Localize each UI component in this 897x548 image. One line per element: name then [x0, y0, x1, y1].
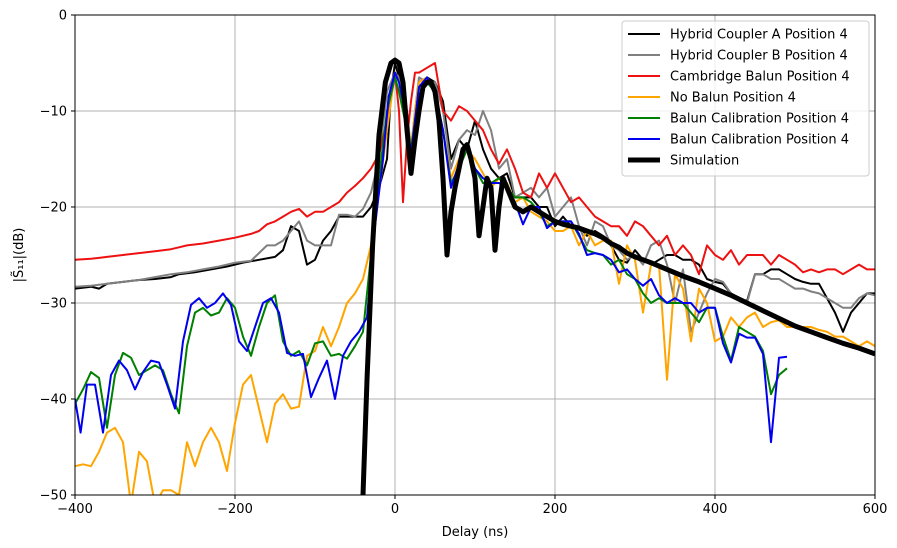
x-tick-label: 400	[703, 502, 728, 517]
legend-entry: Balun Calibration Position 4	[670, 112, 849, 127]
y-tick-label: −50	[40, 489, 67, 504]
legend-entry: Simulation	[670, 154, 739, 169]
y-tick-label: −10	[40, 105, 67, 120]
x-axis-label: Delay (ns)	[442, 525, 509, 540]
series-layer	[75, 57, 875, 495]
y-axis-label: |S̃₁₁|(dB)	[12, 228, 27, 283]
y-tick-label: −20	[40, 201, 67, 216]
legend-entry: Hybrid Coupler B Position 4	[670, 49, 848, 64]
legend-entry: Cambridge Balun Position 4	[670, 70, 850, 85]
legend-entry: No Balun Position 4	[670, 91, 796, 106]
series-line-6	[75, 71, 788, 444]
legend-entry: Balun Calibration Position 4	[670, 133, 849, 148]
series-line-2	[75, 71, 875, 333]
x-tick-label: −400	[57, 502, 93, 517]
x-tick-label: 200	[543, 502, 568, 517]
y-tick-label: −30	[40, 297, 67, 312]
legend-box	[621, 20, 870, 177]
y-tick-label: −40	[40, 393, 67, 408]
legend-entry: Hybrid Coupler A Position 4	[670, 28, 848, 43]
x-tick-label: 0	[391, 502, 399, 517]
axis-ticks: −400 −200 0 200 400 600 0 −10 −20 −30 −40 −50	[40, 9, 888, 518]
series-line-3	[75, 62, 875, 276]
series-line-7	[360, 57, 875, 495]
plot-frame	[74, 14, 876, 496]
legend: Hybrid Coupler A Position 4 Hybrid Couple…	[621, 20, 870, 177]
x-tick-label: −200	[217, 502, 253, 517]
y-tick-label: 0	[59, 9, 67, 24]
x-tick-label: 600	[863, 502, 888, 517]
